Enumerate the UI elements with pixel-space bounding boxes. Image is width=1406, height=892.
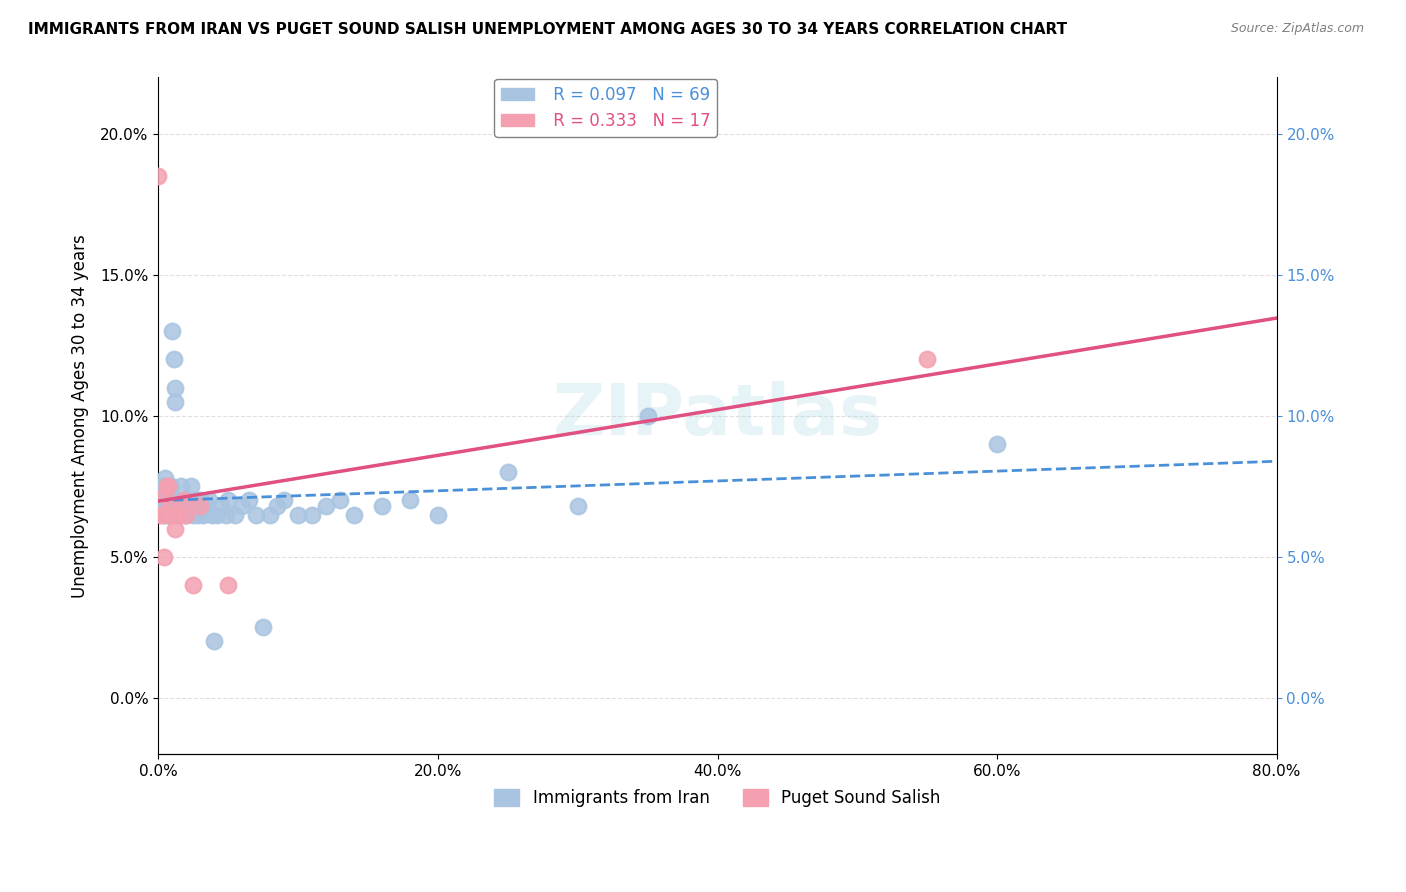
Point xyxy=(986,437,1008,451)
Point xyxy=(205,508,228,522)
Point xyxy=(179,499,201,513)
Point xyxy=(153,549,176,564)
Point xyxy=(183,508,205,522)
Point xyxy=(157,508,180,522)
Point xyxy=(148,485,170,500)
Point xyxy=(252,620,274,634)
Point xyxy=(169,508,191,522)
Point xyxy=(155,499,177,513)
Point xyxy=(156,493,179,508)
Point xyxy=(152,499,174,513)
Point xyxy=(157,479,180,493)
Point xyxy=(915,352,938,367)
Point xyxy=(159,499,181,513)
Point xyxy=(160,508,183,522)
Point xyxy=(159,493,181,508)
Point xyxy=(287,508,309,522)
Y-axis label: Unemployment Among Ages 30 to 34 years: Unemployment Among Ages 30 to 34 years xyxy=(72,234,89,598)
Point xyxy=(153,488,176,502)
Point xyxy=(162,508,184,522)
Point xyxy=(193,508,215,522)
Point xyxy=(157,493,180,508)
Point xyxy=(190,493,212,508)
Point xyxy=(163,352,186,367)
Point xyxy=(173,493,195,508)
Point xyxy=(209,499,232,513)
Point xyxy=(245,508,267,522)
Point xyxy=(177,493,200,508)
Point xyxy=(273,493,295,508)
Point xyxy=(329,493,352,508)
Point xyxy=(165,522,187,536)
Point xyxy=(157,499,180,513)
Point xyxy=(266,499,288,513)
Point xyxy=(162,324,184,338)
Point xyxy=(231,499,253,513)
Point xyxy=(170,479,193,493)
Point xyxy=(166,508,188,522)
Text: Source: ZipAtlas.com: Source: ZipAtlas.com xyxy=(1230,22,1364,36)
Point xyxy=(301,508,323,522)
Point xyxy=(197,493,219,508)
Point xyxy=(184,493,207,508)
Point xyxy=(155,488,177,502)
Point xyxy=(180,479,202,493)
Point xyxy=(217,578,239,592)
Point xyxy=(343,508,366,522)
Point xyxy=(173,493,195,508)
Point xyxy=(637,409,659,423)
Point xyxy=(217,493,239,508)
Point xyxy=(238,493,260,508)
Point xyxy=(153,493,176,508)
Point xyxy=(371,499,394,513)
Point xyxy=(187,508,209,522)
Point xyxy=(183,578,205,592)
Point xyxy=(165,394,187,409)
Point xyxy=(315,499,337,513)
Point xyxy=(150,485,173,500)
Point xyxy=(152,508,174,522)
Point xyxy=(200,508,222,522)
Point xyxy=(195,499,218,513)
Text: IMMIGRANTS FROM IRAN VS PUGET SOUND SALISH UNEMPLOYMENT AMONG AGES 30 TO 34 YEAR: IMMIGRANTS FROM IRAN VS PUGET SOUND SALI… xyxy=(28,22,1067,37)
Point xyxy=(224,508,246,522)
Point xyxy=(567,499,589,513)
Point xyxy=(156,479,179,493)
Point xyxy=(152,479,174,493)
Point xyxy=(162,499,184,513)
Point xyxy=(165,381,187,395)
Point xyxy=(156,479,179,493)
Point xyxy=(186,499,208,513)
Point xyxy=(160,479,183,493)
Point xyxy=(176,508,198,522)
Text: ZIPatlas: ZIPatlas xyxy=(553,381,883,450)
Point xyxy=(148,169,170,183)
Point xyxy=(155,471,177,485)
Point xyxy=(169,508,191,522)
Point xyxy=(202,634,225,648)
Point xyxy=(190,499,212,513)
Point xyxy=(149,485,172,500)
Point xyxy=(172,499,194,513)
Point xyxy=(176,508,198,522)
Point xyxy=(259,508,281,522)
Point xyxy=(399,493,422,508)
Point xyxy=(174,508,197,522)
Point xyxy=(150,508,173,522)
Point xyxy=(214,508,236,522)
Point xyxy=(427,508,450,522)
Legend: Immigrants from Iran, Puget Sound Salish: Immigrants from Iran, Puget Sound Salish xyxy=(488,782,948,814)
Point xyxy=(155,508,177,522)
Point xyxy=(159,488,181,502)
Point xyxy=(167,499,190,513)
Point xyxy=(496,465,519,479)
